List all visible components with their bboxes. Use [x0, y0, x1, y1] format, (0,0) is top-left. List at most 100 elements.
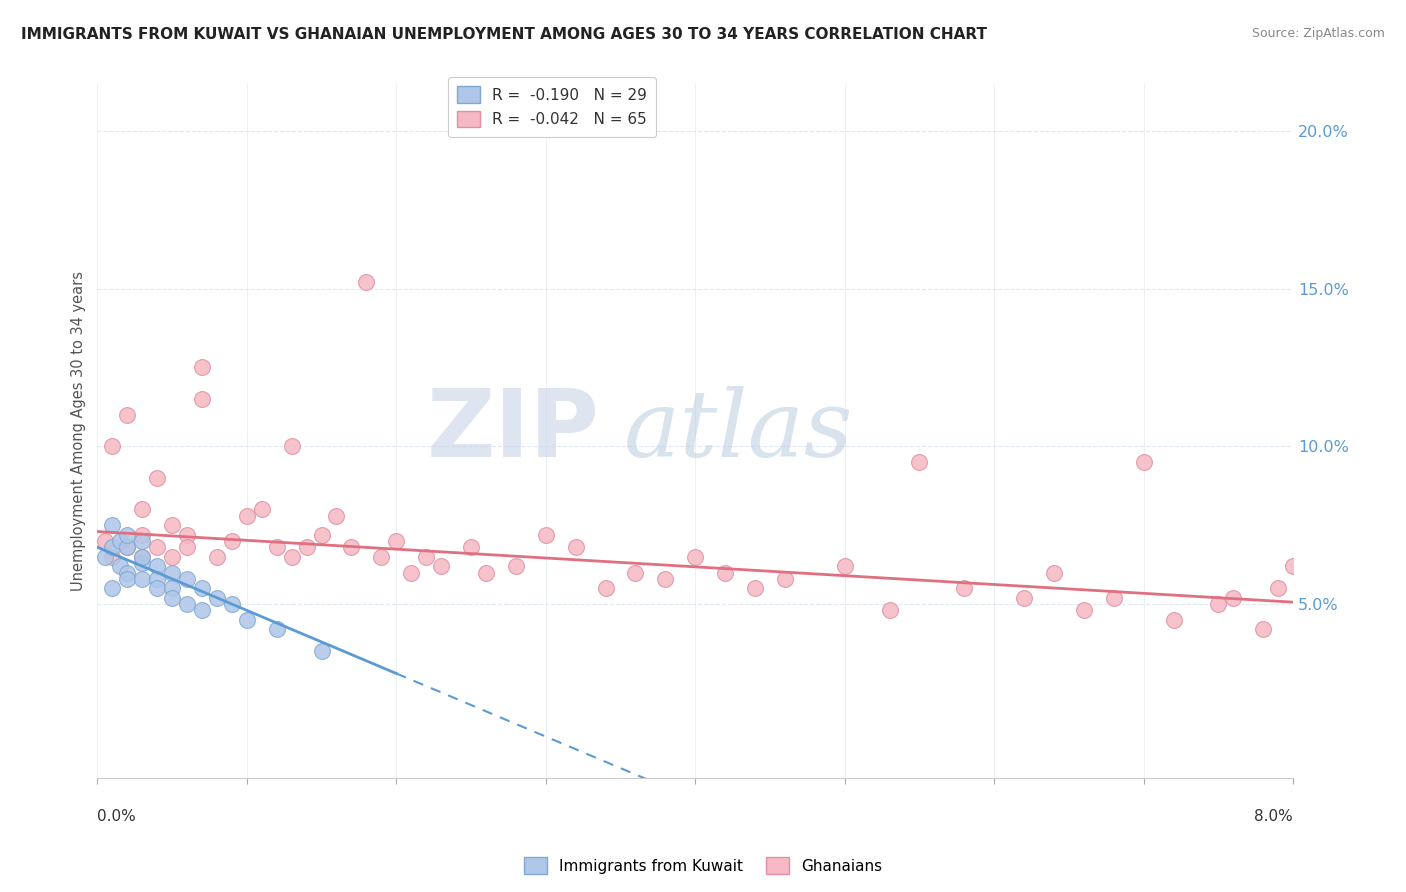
Point: [221, 533, 243, 548]
Point: [415, 549, 437, 564]
Point: [94, 549, 117, 564]
Point: [205, 549, 228, 564]
Point: [117, 541, 139, 555]
Point: [430, 559, 453, 574]
Point: [1222, 591, 1244, 605]
Text: atlas: atlas: [623, 385, 853, 475]
Point: [460, 541, 482, 555]
Point: [160, 582, 183, 596]
Point: [399, 566, 422, 580]
Point: [325, 508, 347, 523]
Point: [1341, 635, 1364, 649]
Point: [834, 559, 856, 574]
Point: [475, 566, 498, 580]
Point: [191, 360, 214, 375]
Point: [295, 541, 318, 555]
Point: [101, 549, 124, 564]
Point: [191, 392, 214, 406]
Point: [146, 582, 169, 596]
Point: [266, 541, 288, 555]
Point: [340, 541, 363, 555]
Point: [131, 549, 153, 564]
Point: [101, 582, 124, 596]
Point: [1043, 566, 1066, 580]
Point: [1282, 559, 1305, 574]
Point: [108, 559, 131, 574]
Point: [160, 591, 183, 605]
Point: [221, 597, 243, 611]
Point: [117, 408, 139, 422]
Point: [773, 572, 796, 586]
Point: [236, 508, 259, 523]
Text: ZIP: ZIP: [426, 384, 599, 476]
Point: [1357, 597, 1379, 611]
Point: [266, 622, 288, 636]
Point: [101, 541, 124, 555]
Point: [1132, 455, 1154, 469]
Text: 8.0%: 8.0%: [1254, 809, 1294, 824]
Point: [505, 559, 527, 574]
Point: [101, 439, 124, 453]
Point: [280, 439, 302, 453]
Point: [683, 549, 706, 564]
Point: [1163, 613, 1185, 627]
Point: [176, 572, 198, 586]
Point: [146, 572, 169, 586]
Point: [1327, 613, 1350, 627]
Point: [101, 518, 124, 533]
Point: [160, 549, 183, 564]
Point: [176, 541, 198, 555]
Point: [564, 541, 586, 555]
Point: [1251, 622, 1274, 636]
Point: [1267, 582, 1289, 596]
Point: [744, 582, 766, 596]
Point: [108, 533, 131, 548]
Point: [160, 518, 183, 533]
Point: [176, 597, 198, 611]
Point: [131, 556, 153, 570]
Point: [160, 566, 183, 580]
Point: [385, 533, 408, 548]
Point: [94, 533, 117, 548]
Point: [1296, 603, 1319, 617]
Point: [236, 613, 259, 627]
Point: [131, 527, 153, 541]
Point: [1012, 591, 1035, 605]
Point: [191, 603, 214, 617]
Point: [117, 541, 139, 555]
Point: [714, 566, 737, 580]
Y-axis label: Unemployment Among Ages 30 to 34 years: Unemployment Among Ages 30 to 34 years: [72, 270, 86, 591]
Point: [131, 533, 153, 548]
Point: [953, 582, 976, 596]
Point: [624, 566, 647, 580]
Point: [1102, 591, 1125, 605]
Point: [117, 572, 139, 586]
Point: [370, 549, 392, 564]
Point: [146, 559, 169, 574]
Point: [131, 572, 153, 586]
Point: [1312, 685, 1334, 699]
Point: [131, 549, 153, 564]
Point: [176, 527, 198, 541]
Point: [250, 502, 273, 516]
Point: [1208, 597, 1230, 611]
Point: [146, 471, 169, 485]
Point: [205, 591, 228, 605]
Point: [146, 541, 169, 555]
Point: [131, 502, 153, 516]
Text: 0.0%: 0.0%: [97, 809, 136, 824]
Text: IMMIGRANTS FROM KUWAIT VS GHANAIAN UNEMPLOYMENT AMONG AGES 30 TO 34 YEARS CORREL: IMMIGRANTS FROM KUWAIT VS GHANAIAN UNEMP…: [21, 27, 987, 42]
Point: [356, 275, 378, 289]
Point: [117, 527, 139, 541]
Point: [908, 455, 931, 469]
Point: [191, 582, 214, 596]
Point: [280, 549, 302, 564]
Point: [311, 527, 333, 541]
Legend: R =  -0.190   N = 29, R =  -0.042   N = 65: R = -0.190 N = 29, R = -0.042 N = 65: [447, 78, 657, 136]
Point: [534, 527, 557, 541]
Legend: Immigrants from Kuwait, Ghanaians: Immigrants from Kuwait, Ghanaians: [517, 851, 889, 880]
Point: [595, 582, 617, 596]
Point: [654, 572, 676, 586]
Point: [1073, 603, 1095, 617]
Point: [117, 566, 139, 580]
